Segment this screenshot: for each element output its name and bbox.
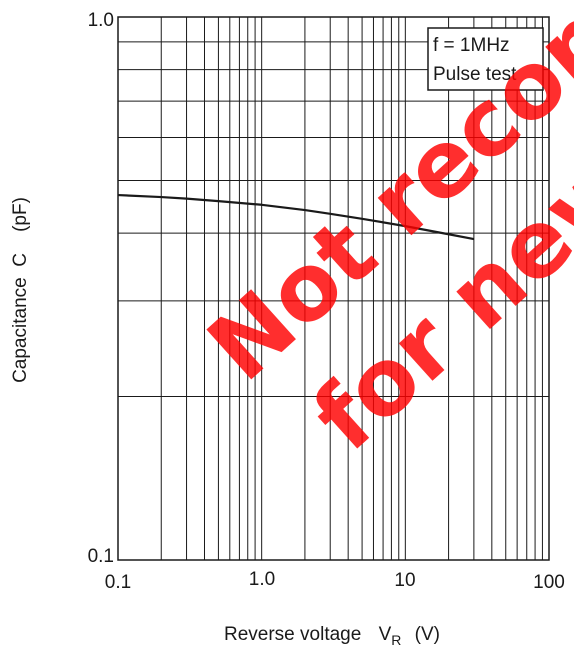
- watermark: Not recommended for new design: [188, 0, 574, 471]
- capacitance-series-line: [117, 193, 475, 241]
- legend-pulse-test: Pulse test: [433, 64, 517, 85]
- x-tick-label: 100: [533, 572, 565, 593]
- grid-lines: [118, 17, 549, 560]
- plot-frame: [117, 16, 550, 561]
- y-tick-label: 0.1: [88, 546, 114, 567]
- x-tick-label: 0.1: [105, 572, 131, 593]
- legend-frequency: f = 1MHz: [433, 35, 510, 56]
- x-tick-label: 10: [394, 570, 415, 591]
- y-tick-label: 1.0: [88, 10, 114, 31]
- y-axis-label: Capacitance C (pF): [10, 197, 31, 383]
- x-axis-unit: (V): [415, 624, 440, 645]
- x-axis-label: Reverse voltage VR (V): [224, 624, 440, 646]
- x-tick-label: 1.0: [249, 569, 275, 590]
- series-layer: [117, 193, 475, 241]
- legend-box: f = 1MHz Pulse test: [427, 27, 544, 91]
- x-axis-subscript: R: [391, 632, 401, 646]
- x-axis-symbol: V: [379, 624, 392, 645]
- x-axis-label-text: Reverse voltage: [224, 624, 361, 645]
- legend-border: [427, 27, 544, 91]
- tick-labels: 1.0 0.1 0.1 1.0 10 100: [88, 10, 565, 593]
